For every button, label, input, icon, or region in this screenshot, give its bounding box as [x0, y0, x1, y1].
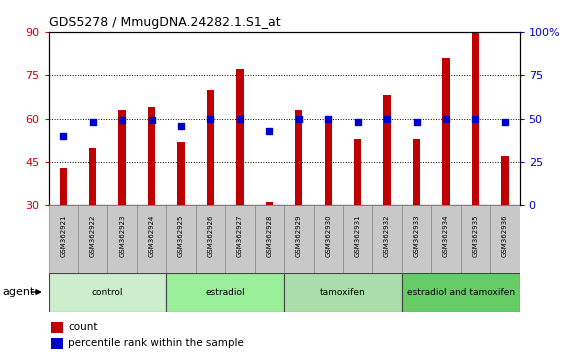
Bar	[490, 205, 520, 273]
Bar	[461, 205, 490, 273]
Text: GSM362931: GSM362931	[355, 214, 361, 257]
Bar	[166, 273, 284, 312]
Bar	[402, 273, 520, 312]
Bar	[89, 148, 96, 205]
Point	[412, 119, 421, 125]
Text: percentile rank within the sample: percentile rank within the sample	[69, 338, 244, 348]
Bar	[313, 205, 343, 273]
Bar	[284, 205, 313, 273]
Bar	[501, 156, 509, 205]
Bar	[266, 202, 273, 205]
Point	[235, 116, 244, 121]
Point	[471, 116, 480, 121]
Bar	[255, 205, 284, 273]
Text: GSM362925: GSM362925	[178, 215, 184, 257]
Text: GSM362930: GSM362930	[325, 214, 331, 257]
Point	[59, 133, 68, 139]
Bar	[384, 96, 391, 205]
Text: GSM362932: GSM362932	[384, 214, 390, 257]
Bar	[118, 110, 126, 205]
Bar	[59, 168, 67, 205]
Bar	[207, 90, 214, 205]
Bar	[178, 142, 184, 205]
Bar	[49, 205, 78, 273]
Bar	[295, 110, 303, 205]
Point	[265, 128, 274, 133]
Bar	[148, 107, 155, 205]
Bar	[107, 205, 137, 273]
Text: estradiol: estradiol	[206, 287, 245, 297]
Text: GSM362927: GSM362927	[237, 214, 243, 257]
Bar	[196, 205, 225, 273]
Bar	[49, 273, 166, 312]
Text: GSM362936: GSM362936	[502, 214, 508, 257]
Text: GSM362923: GSM362923	[119, 214, 125, 257]
Point	[500, 119, 509, 125]
Bar	[51, 338, 63, 349]
Text: estradiol and tamoxifen: estradiol and tamoxifen	[407, 287, 515, 297]
Text: tamoxifen: tamoxifen	[320, 287, 366, 297]
Text: GSM362924: GSM362924	[148, 215, 155, 257]
Bar	[413, 139, 420, 205]
Point	[176, 123, 186, 129]
Bar	[472, 32, 479, 205]
Text: GSM362935: GSM362935	[472, 214, 478, 257]
Point	[383, 116, 392, 121]
Bar	[443, 58, 450, 205]
Bar	[402, 205, 431, 273]
Bar	[343, 205, 372, 273]
Text: GSM362929: GSM362929	[296, 214, 302, 257]
Bar	[78, 205, 107, 273]
Bar	[137, 205, 166, 273]
Text: GSM362928: GSM362928	[266, 214, 272, 257]
Point	[206, 116, 215, 121]
Point	[147, 118, 156, 123]
Bar	[51, 322, 63, 333]
Bar	[372, 205, 402, 273]
Point	[324, 116, 333, 121]
Bar	[284, 273, 402, 312]
Bar	[324, 119, 332, 205]
Bar	[236, 69, 244, 205]
Text: GSM362922: GSM362922	[90, 215, 96, 257]
Bar	[166, 205, 196, 273]
Text: GDS5278 / MmugDNA.24282.1.S1_at: GDS5278 / MmugDNA.24282.1.S1_at	[49, 16, 280, 29]
Text: control: control	[92, 287, 123, 297]
Point	[353, 119, 362, 125]
Point	[294, 116, 303, 121]
Bar	[431, 205, 461, 273]
Text: GSM362926: GSM362926	[207, 214, 214, 257]
Bar	[354, 139, 361, 205]
Point	[88, 119, 97, 125]
Bar	[225, 205, 255, 273]
Text: count: count	[69, 322, 98, 332]
Text: agent: agent	[3, 287, 35, 297]
Text: GSM362934: GSM362934	[443, 214, 449, 257]
Point	[118, 118, 127, 123]
Text: GSM362933: GSM362933	[413, 214, 420, 257]
Text: GSM362921: GSM362921	[61, 214, 66, 257]
Point	[441, 116, 451, 121]
